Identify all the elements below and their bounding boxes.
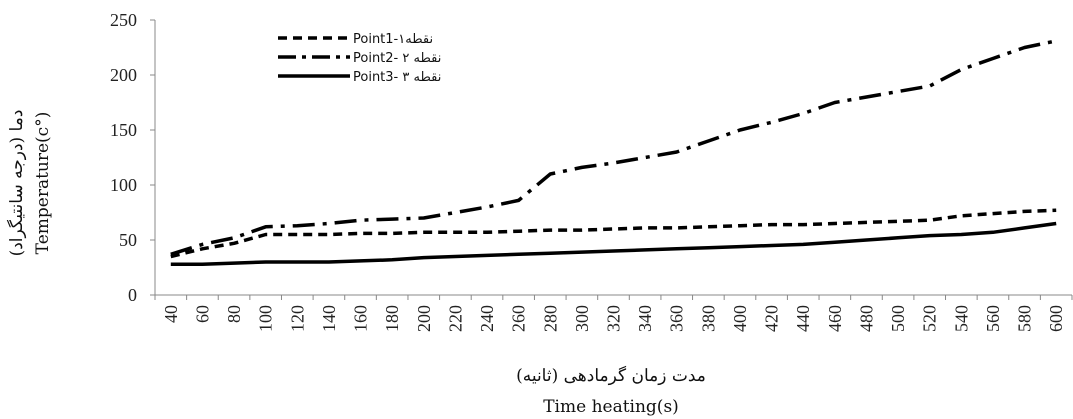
x-tick-label: 560 xyxy=(983,305,1003,332)
x-tick-label: 300 xyxy=(572,305,592,332)
x-tick-label: 500 xyxy=(888,305,908,332)
axes-layer: 0 50 100 150 200 250 40 60 80 100 120 140 160 180 200 2… xyxy=(110,10,1073,332)
x-tick-label: 280 xyxy=(540,305,560,332)
x-tick-label: 520 xyxy=(920,305,940,332)
x-tick-label: 460 xyxy=(825,305,845,332)
x-tick-label: 540 xyxy=(951,305,971,332)
series-line-1 xyxy=(170,208,1057,259)
x-tick-label: 160 xyxy=(351,305,371,332)
x-tick-label: 320 xyxy=(604,305,624,332)
x-tick-label: 440 xyxy=(793,305,813,332)
x-tick-label: 340 xyxy=(635,305,655,332)
y-tick-label: 200 xyxy=(110,65,137,85)
legend: Point1-نقطه۱ Point2- نقطه ۲ Point3- نقطه ۳ xyxy=(278,32,441,85)
x-tick-label: 60 xyxy=(192,305,212,323)
y-axis-title-fa: دما (درجه سانتیگراد) xyxy=(6,110,27,257)
x-tick-label: 100 xyxy=(256,305,276,332)
x-tick-label: 200 xyxy=(414,305,434,332)
series-line-2 xyxy=(170,39,1057,256)
axis-titles: مدت زمان گرمادهی (ثانیه) Time heating(s)… xyxy=(6,110,706,417)
x-tick-label: 140 xyxy=(319,305,339,332)
x-tick-label: 600 xyxy=(1046,305,1066,332)
x-tick-label: 580 xyxy=(1015,305,1035,332)
legend-label-1: Point1-نقطه۱ xyxy=(353,32,433,47)
y-tick-label: 0 xyxy=(128,285,137,305)
legend-label-2: Point2- نقطه ۲ xyxy=(353,51,441,66)
x-tick-label: 180 xyxy=(382,305,402,332)
y-tick-label: 150 xyxy=(110,120,137,140)
x-tick-label: 220 xyxy=(445,305,465,332)
x-tick-label: 80 xyxy=(224,305,244,323)
x-tick-label: 380 xyxy=(698,305,718,332)
y-tick-label: 100 xyxy=(110,175,137,195)
x-axis-title-fa: مدت زمان گرمادهی (ثانیه) xyxy=(516,365,706,386)
y-axis-title-en: Temperature(c°) xyxy=(33,112,53,255)
legend-label-3: Point3- نقطه ۳ xyxy=(353,70,441,85)
x-tick-label: 400 xyxy=(730,305,750,332)
x-tick-label: 480 xyxy=(856,305,876,332)
x-tick-label: 240 xyxy=(477,305,497,332)
y-tick-label: 50 xyxy=(119,230,137,250)
x-axis-title-en: Time heating(s) xyxy=(543,397,679,417)
x-tick-label: 120 xyxy=(287,305,307,332)
series-layer xyxy=(170,39,1057,266)
y-tick-label: 250 xyxy=(110,10,137,30)
x-tick-label: 40 xyxy=(161,305,181,323)
x-tick-label: 420 xyxy=(762,305,782,332)
series-line-3 xyxy=(170,221,1057,266)
x-tick-label: 360 xyxy=(667,305,687,332)
x-tick-label: 260 xyxy=(509,305,529,332)
